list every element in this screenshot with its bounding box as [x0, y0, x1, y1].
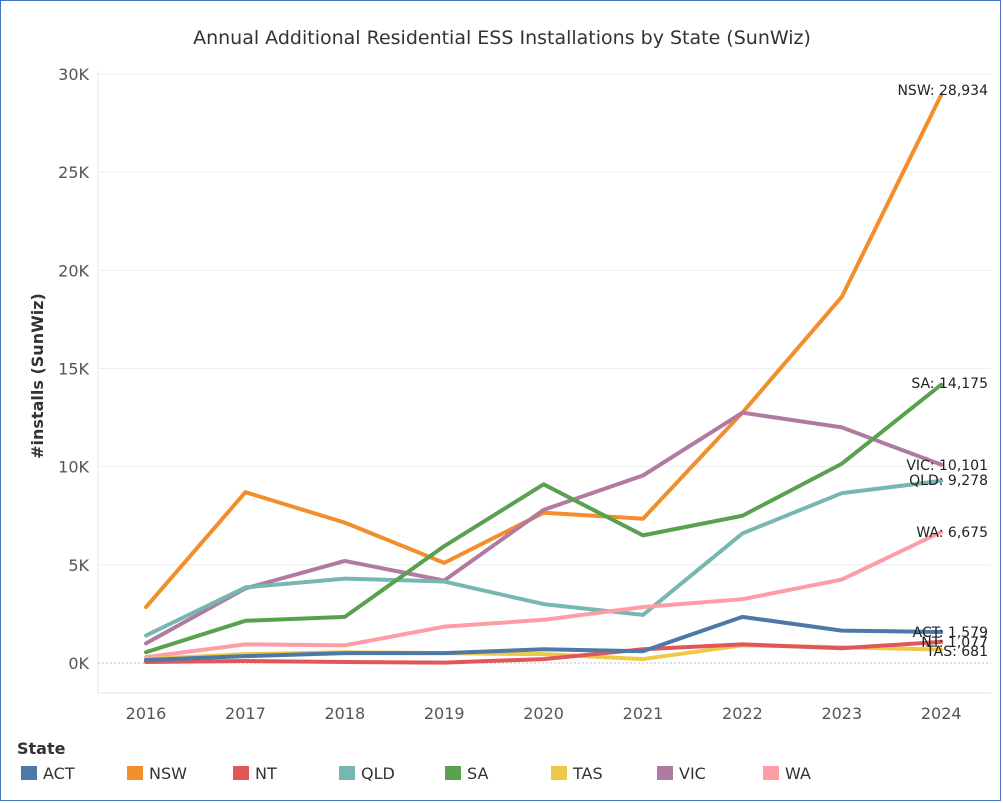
y-tick-label: 30K [58, 65, 89, 84]
y-tick-label: 10K [58, 458, 89, 477]
legend-item-nsw[interactable]: NSW [127, 764, 187, 783]
legend-label: SA [467, 764, 488, 783]
legend-swatch [445, 766, 461, 780]
x-tick-label: 2024 [921, 704, 962, 723]
legend-label: NSW [149, 764, 187, 783]
x-tick-label: 2020 [523, 704, 564, 723]
legend-item-wa[interactable]: WA [763, 764, 811, 783]
y-axis-label: #installs (SunWiz) [28, 293, 47, 459]
legend-item-act[interactable]: ACT [21, 764, 75, 783]
x-tick-label: 2023 [821, 704, 862, 723]
y-tick-label: 25K [58, 163, 89, 182]
series-line-act[interactable] [144, 614, 944, 663]
end-label-vic: VIC: 10,101 [906, 458, 988, 474]
y-tick-label: 15K [58, 360, 89, 379]
legend-label: QLD [361, 764, 395, 783]
legend-swatch [21, 766, 37, 780]
y-axis-ticks: 0K 5K 10K 15K 20K 25K 30K [58, 65, 89, 673]
end-label-nt: NT: 1,077 [921, 635, 988, 651]
legend[interactable]: ACT NSW NT QLD SA TAS VIC WA [21, 764, 811, 783]
series-line-qld[interactable] [144, 478, 944, 638]
legend-label: ACT [43, 764, 75, 783]
legend-title: State [17, 739, 66, 758]
end-label-qld: QLD: 9,278 [909, 473, 988, 489]
end-label-act: ACT: 1,579 [913, 625, 988, 641]
gridlines [97, 71, 991, 694]
legend-swatch [339, 766, 355, 780]
legend-item-tas[interactable]: TAS [551, 764, 603, 783]
y-tick-label: 20K [58, 261, 89, 280]
end-label-sa: SA: 14,175 [911, 376, 988, 392]
series-lines [144, 92, 944, 665]
legend-item-qld[interactable]: QLD [339, 764, 395, 783]
series-line-vic[interactable] [144, 410, 944, 646]
series-line-sa[interactable] [144, 382, 944, 655]
legend-label: TAS [572, 764, 603, 783]
end-label-tas: TAS: 681 [925, 644, 988, 660]
x-tick-label: 2019 [424, 704, 465, 723]
y-tick-label: 5K [68, 556, 89, 575]
x-tick-label: 2016 [126, 704, 167, 723]
legend-item-nt[interactable]: NT [233, 764, 277, 783]
x-tick-label: 2018 [324, 704, 365, 723]
end-label-nsw: NSW: 28,934 [897, 83, 988, 99]
y-tick-label: 0K [68, 654, 89, 673]
legend-label: NT [255, 764, 277, 783]
legend-swatch [233, 766, 249, 780]
x-axis-ticks: 2016 2017 2018 2019 2020 2021 2022 2023 2024 [126, 704, 962, 723]
legend-swatch [551, 766, 567, 780]
legend-label: WA [785, 764, 811, 783]
chart-title: Annual Additional Residential ESS Instal… [193, 27, 811, 49]
x-tick-label: 2021 [623, 704, 664, 723]
x-tick-label: 2017 [225, 704, 266, 723]
legend-swatch [763, 766, 779, 780]
series-line-nsw[interactable] [144, 92, 944, 610]
x-tick-label: 2022 [722, 704, 763, 723]
end-label-wa: WA: 6,675 [916, 525, 988, 541]
series-line-nt[interactable] [144, 639, 944, 665]
series-line-wa[interactable] [144, 529, 944, 660]
legend-item-vic[interactable]: VIC [657, 764, 706, 783]
legend-item-sa[interactable]: SA [445, 764, 488, 783]
legend-label: VIC [679, 764, 706, 783]
legend-swatch [657, 766, 673, 780]
end-labels: ACT: 1,579 NSW: 28,934 NT: 1,077 QLD: 9,278… [897, 83, 988, 660]
legend-swatch [127, 766, 143, 780]
